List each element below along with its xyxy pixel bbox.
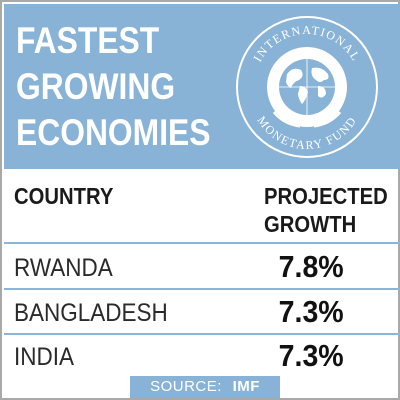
table-row-country: BANGLADESH bbox=[14, 299, 168, 327]
title-line-2: GROWING bbox=[16, 66, 176, 107]
globe-icon bbox=[279, 59, 335, 115]
source-badge: SOURCE: IMF bbox=[130, 376, 280, 398]
table-row-country: RWANDA bbox=[14, 254, 113, 282]
row-divider bbox=[4, 288, 400, 290]
title-line-3: ECONOMIES bbox=[16, 112, 211, 153]
title-line-1: FASTEST bbox=[16, 20, 160, 61]
column-header-growth-line-1: PROJECTED bbox=[264, 183, 388, 209]
imf-seal-logo: INTERNATIONAL MONETARY FUND bbox=[236, 16, 378, 158]
column-header-growth-line-2: GROWTH bbox=[264, 211, 357, 237]
source-value: IMF bbox=[232, 378, 260, 395]
table-row-growth: 7.8% bbox=[278, 249, 344, 284]
column-header-growth: PROJECTED GROWTH bbox=[264, 182, 388, 238]
row-divider bbox=[4, 242, 400, 244]
column-header-country: COUNTRY bbox=[14, 183, 114, 209]
source-label: SOURCE: bbox=[150, 378, 222, 395]
table-row-growth: 7.3% bbox=[278, 338, 344, 373]
table-row-growth: 7.3% bbox=[278, 294, 344, 329]
header-panel: FASTEST GROWING ECONOMIES bbox=[4, 4, 400, 169]
page-title: FASTEST GROWING ECONOMIES bbox=[16, 18, 210, 156]
table-row-country: INDIA bbox=[14, 343, 75, 371]
row-divider bbox=[4, 333, 400, 335]
